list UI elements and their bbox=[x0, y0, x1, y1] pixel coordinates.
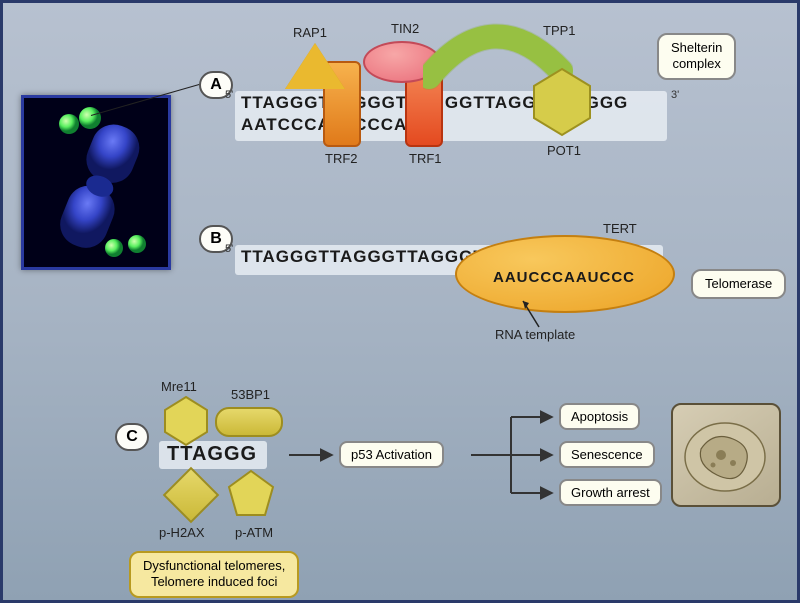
apoptosis-box: Apoptosis bbox=[559, 403, 640, 430]
patm-label: p-ATM bbox=[235, 525, 273, 540]
53bp1-shape bbox=[215, 407, 283, 437]
rna-arrow bbox=[515, 295, 555, 329]
53bp1-label: 53BP1 bbox=[231, 387, 270, 402]
panel-a-3prime: 3' bbox=[671, 89, 679, 101]
rap1-shape bbox=[285, 43, 345, 93]
panel-a-5prime: 5' bbox=[225, 89, 233, 101]
trf1-label: TRF1 bbox=[409, 151, 442, 166]
tin2-label: TIN2 bbox=[391, 21, 419, 36]
rna-template-label: RNA template bbox=[495, 327, 575, 342]
dysfunctional-box: Dysfunctional telomeres, Telomere induce… bbox=[129, 551, 299, 598]
mre11-shape bbox=[163, 395, 209, 447]
rap1-label: RAP1 bbox=[293, 25, 327, 40]
growth-arrest-box: Growth arrest bbox=[559, 479, 662, 506]
telomerase-box: Telomerase bbox=[691, 269, 786, 299]
tpp1-label: TPP1 bbox=[543, 23, 576, 38]
shelterin-box: Shelterin complex bbox=[657, 33, 736, 80]
patm-shape bbox=[227, 469, 275, 517]
cell-illustration bbox=[671, 403, 781, 507]
mre11-label: Mre11 bbox=[161, 379, 197, 394]
chromosome-svg bbox=[24, 98, 174, 273]
tert-label: TERT bbox=[603, 221, 637, 236]
ph2ax-shape bbox=[163, 467, 220, 524]
panel-b-template: AAUCCCAAUCCC bbox=[493, 269, 635, 286]
diagram-canvas: A 5' 3' TTAGGGTTAGGGTTAGGGTTAGGGTTAGGG A… bbox=[0, 0, 800, 603]
p53-box: p53 Activation bbox=[339, 441, 444, 468]
ph2ax-label: p-H2AX bbox=[159, 525, 205, 540]
chromosome-inset bbox=[21, 95, 171, 270]
pot1-label: POT1 bbox=[547, 143, 581, 158]
panel-b-5prime: 5' bbox=[225, 243, 233, 255]
trf2-label: TRF2 bbox=[325, 151, 358, 166]
pot1-shape bbox=[531, 67, 593, 137]
panel-c-label: C bbox=[115, 423, 149, 451]
senescence-box: Senescence bbox=[559, 441, 655, 468]
